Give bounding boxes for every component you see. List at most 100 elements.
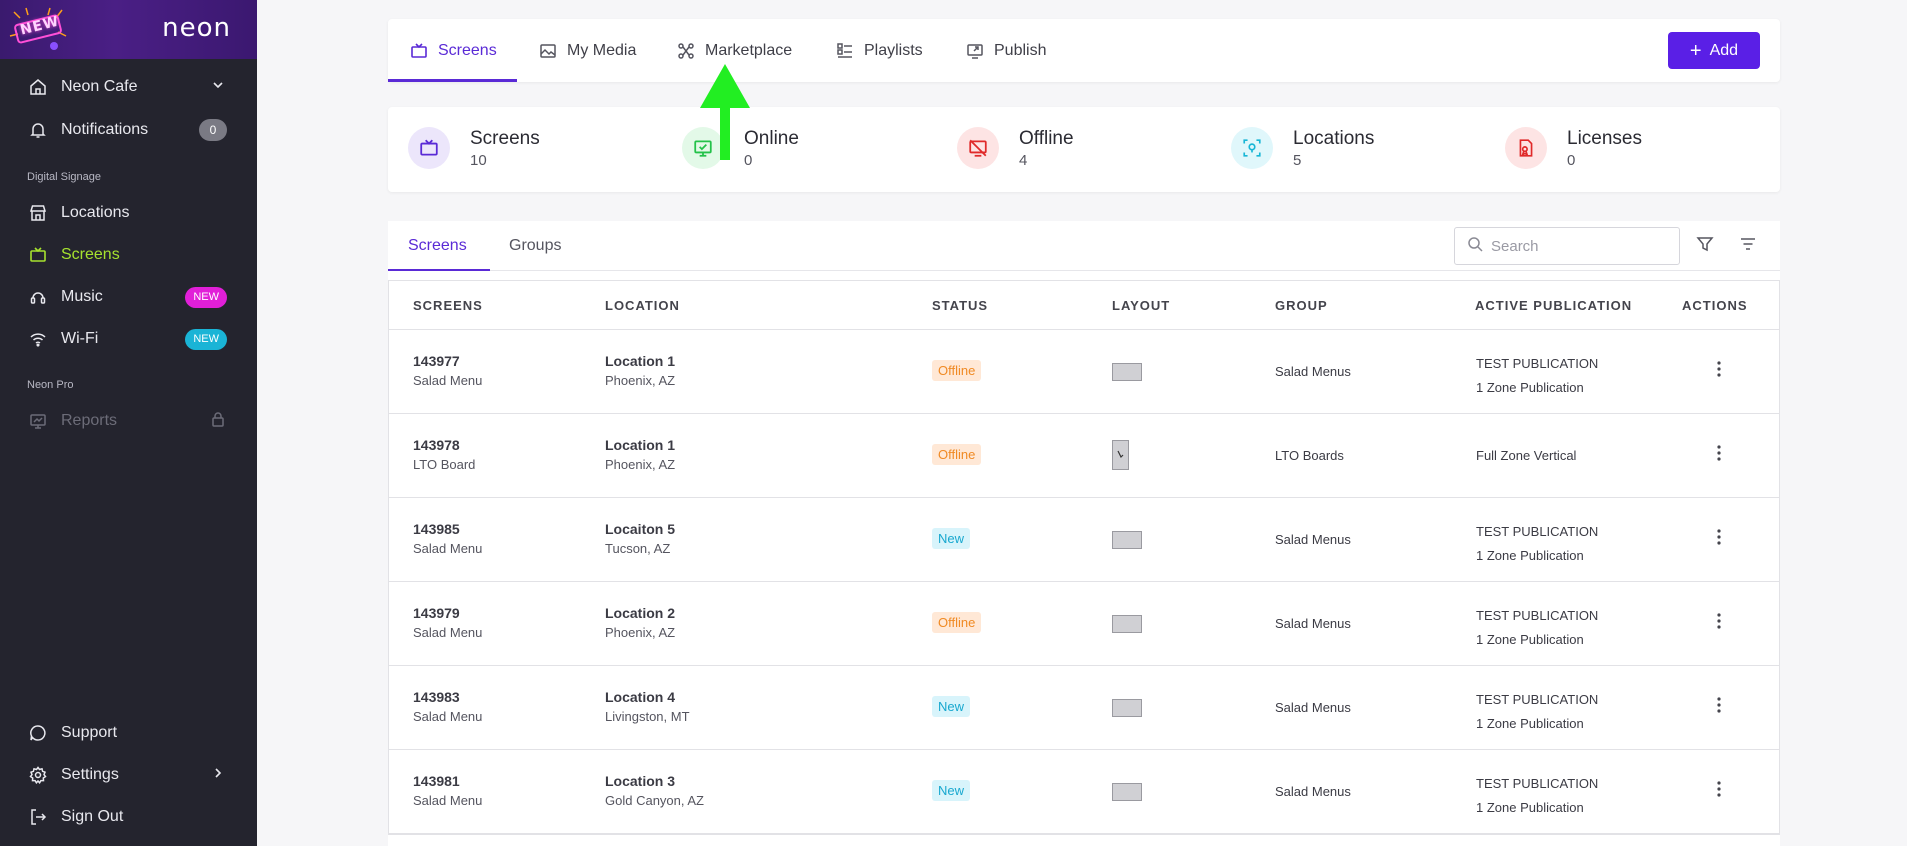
annotation-arrow-icon xyxy=(700,64,750,160)
location-cell: Location 1 Phoenix, AZ xyxy=(605,353,675,388)
sidebar-item-label: Locations xyxy=(61,204,130,221)
section-neon-pro: Neon Pro xyxy=(27,379,74,391)
monitor-check-icon xyxy=(682,127,724,169)
table-row[interactable]: 143981 Salad Menu Location 3 Gold Canyon… xyxy=(389,750,1779,834)
group-name: Salad Menus xyxy=(1275,784,1351,799)
kebab-menu-icon[interactable] xyxy=(1716,780,1722,803)
screen-cell: 143977 Salad Menu xyxy=(413,353,482,388)
layout-thumbnail[interactable] xyxy=(1112,615,1142,633)
group-name: LTO Boards xyxy=(1275,448,1344,463)
sidebar-item-settings[interactable]: Settings xyxy=(0,757,257,793)
subtab-groups[interactable]: Groups xyxy=(509,237,562,254)
kebab-menu-icon[interactable] xyxy=(1716,528,1722,551)
add-button[interactable]: + Add xyxy=(1668,32,1760,69)
tab-label: Screens xyxy=(438,41,497,59)
header-layout[interactable]: LAYOUT xyxy=(1112,297,1171,313)
screen-name: Salad Menu xyxy=(413,373,483,388)
layout-cell xyxy=(1112,531,1142,549)
location-name: Location 2 xyxy=(605,605,676,621)
group-name: Salad Menus xyxy=(1275,700,1351,715)
tab-marketplace[interactable]: Marketplace xyxy=(677,19,792,82)
header-group[interactable]: GROUP xyxy=(1275,297,1328,313)
add-button-label: Add xyxy=(1709,41,1739,59)
header-active-publication[interactable]: ACTIVE PUBLICATION xyxy=(1475,297,1633,313)
chevron-down-icon xyxy=(211,78,225,97)
gear-icon xyxy=(28,765,48,785)
subtabs: Screens Groups xyxy=(388,221,1780,271)
tab-label: My Media xyxy=(567,41,637,59)
stat-label: Locations xyxy=(1293,127,1375,149)
tab-my-media[interactable]: My Media xyxy=(539,19,636,82)
location-target-icon xyxy=(1231,127,1273,169)
table-row[interactable]: 143985 Salad Menu Locaiton 5 Tucson, AZ … xyxy=(389,498,1779,582)
sort-icon[interactable] xyxy=(1739,235,1757,258)
layout-thumbnail[interactable] xyxy=(1112,440,1129,470)
status-cell: New xyxy=(932,780,971,801)
publication-type: 1 Zone Publication xyxy=(1476,716,1584,731)
table-header: SCREENS LOCATION STATUS LAYOUT GROUP ACT… xyxy=(389,281,1779,330)
store-icon xyxy=(28,203,48,223)
search-box[interactable] xyxy=(1454,227,1680,265)
sidebar-item-locations[interactable]: Locations xyxy=(0,195,257,231)
layout-thumbnail[interactable] xyxy=(1112,699,1142,717)
kebab-menu-icon[interactable] xyxy=(1716,360,1722,383)
stat-locations: Locations 5 xyxy=(1231,127,1374,169)
screen-cell: 143983 Salad Menu xyxy=(413,689,482,724)
header-location[interactable]: LOCATION xyxy=(605,297,680,313)
layout-cell xyxy=(1112,615,1142,633)
kebab-menu-icon[interactable] xyxy=(1716,444,1722,467)
publication-type: 1 Zone Publication xyxy=(1476,800,1584,815)
tab-publish[interactable]: Publish xyxy=(966,19,1046,82)
table-row[interactable]: 143979 Salad Menu Location 2 Phoenix, AZ… xyxy=(389,582,1779,666)
publication-cell: TEST PUBLICATION 1 Zone Publication xyxy=(1476,604,1598,652)
table-row[interactable]: 143977 Salad Menu Location 1 Phoenix, AZ… xyxy=(389,330,1779,414)
kebab-menu-icon[interactable] xyxy=(1716,696,1722,719)
sidebar-item-wifi[interactable]: Wi-Fi NEW xyxy=(0,321,257,357)
sidebar-item-notifications[interactable]: Notifications 0 xyxy=(0,112,257,148)
table-row[interactable]: 143983 Salad Menu Location 4 Livingston,… xyxy=(389,666,1779,750)
filter-icon[interactable] xyxy=(1696,235,1714,258)
layout-thumbnail[interactable] xyxy=(1112,531,1142,549)
subtab-screens[interactable]: Screens xyxy=(408,237,467,254)
header-status[interactable]: STATUS xyxy=(932,297,989,313)
publication-type: 1 Zone Publication xyxy=(1476,380,1584,395)
location-name: Location 1 xyxy=(605,353,676,369)
active-subtab-indicator xyxy=(388,269,490,271)
sidebar-item-screens[interactable]: Screens xyxy=(0,237,257,273)
publication-type: 1 Zone Publication xyxy=(1476,632,1584,647)
publication-cell: Full Zone Vertical xyxy=(1476,444,1576,468)
stat-label: Online xyxy=(744,127,799,149)
chevron-right-icon xyxy=(211,766,225,785)
layout-thumbnail[interactable] xyxy=(1112,363,1142,381)
layout-cell xyxy=(1112,783,1142,801)
sidebar-item-support[interactable]: Support xyxy=(0,715,257,751)
screen-name: LTO Board xyxy=(413,457,476,472)
neon-logo[interactable]: neon xyxy=(162,13,231,43)
fireworks-icon xyxy=(9,7,67,50)
layout-thumbnail[interactable] xyxy=(1112,783,1142,801)
tab-screens[interactable]: Screens xyxy=(410,19,497,82)
header-screens[interactable]: SCREENS xyxy=(413,297,483,313)
sidebar-item-signout[interactable]: Sign Out xyxy=(0,799,257,835)
sidebar-item-reports[interactable]: Reports xyxy=(0,403,257,439)
search-input[interactable] xyxy=(1491,237,1671,255)
account-switcher[interactable]: Neon Cafe xyxy=(0,69,257,105)
search-icon xyxy=(1467,236,1483,257)
table-row[interactable]: 143978 LTO Board Location 1 Phoenix, AZ … xyxy=(389,414,1779,498)
stat-screens: Screens 10 xyxy=(408,127,540,169)
network-icon xyxy=(677,42,695,60)
status-cell: New xyxy=(932,528,971,549)
wifi-icon xyxy=(28,329,48,349)
publication-name: TEST PUBLICATION xyxy=(1476,356,1599,371)
location-name: Location 4 xyxy=(605,689,676,705)
new-badge-graphic[interactable]: NEW xyxy=(6,6,70,52)
publication-type: 1 Zone Publication xyxy=(1476,548,1584,563)
sidebar-item-music[interactable]: Music NEW xyxy=(0,279,257,315)
kebab-menu-icon[interactable] xyxy=(1716,612,1722,635)
stat-value: 10 xyxy=(470,151,487,169)
tab-playlists[interactable]: Playlists xyxy=(836,19,923,82)
screen-cell: 143985 Salad Menu xyxy=(413,521,482,556)
logo-bar: NEW neon xyxy=(0,0,257,59)
location-cell: Locaiton 5 Tucson, AZ xyxy=(605,521,675,556)
logout-icon xyxy=(28,807,48,827)
